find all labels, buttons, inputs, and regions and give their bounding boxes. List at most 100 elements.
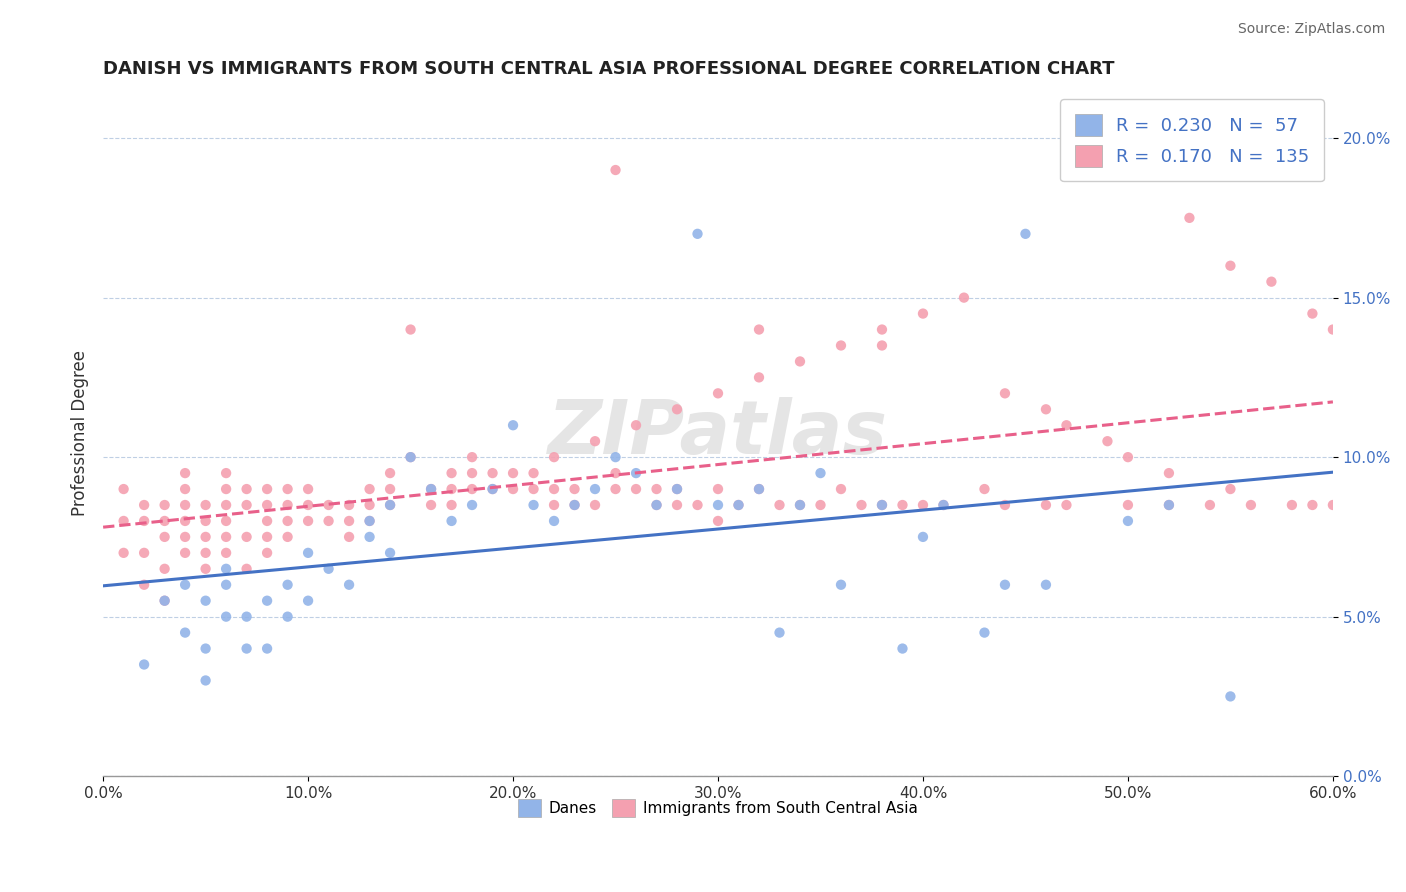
Point [153,593,176,607]
Point [194,673,217,688]
Point [789,354,811,368]
Point [174,466,197,480]
Point [994,578,1017,592]
Point [256,530,278,544]
Point [235,482,257,496]
Point [461,482,484,496]
Point [297,514,319,528]
Text: Source: ZipAtlas.com: Source: ZipAtlas.com [1237,22,1385,37]
Point [359,514,381,528]
Point [666,482,689,496]
Point [318,562,340,576]
Point [153,530,176,544]
Point [994,498,1017,512]
Point [830,482,852,496]
Point [215,482,238,496]
Point [215,514,238,528]
Point [215,609,238,624]
Point [583,498,606,512]
Point [297,482,319,496]
Point [707,386,730,401]
Point [522,482,544,496]
Point [1219,690,1241,704]
Point [194,546,217,560]
Point [645,498,668,512]
Point [810,466,832,480]
Point [748,482,770,496]
Point [399,450,422,464]
Point [378,498,401,512]
Point [502,482,524,496]
Point [768,625,790,640]
Point [277,482,299,496]
Point [810,498,832,512]
Point [1301,498,1323,512]
Point [583,482,606,496]
Point [378,546,401,560]
Point [174,546,197,560]
Point [174,482,197,496]
Point [318,498,340,512]
Y-axis label: Professional Degree: Professional Degree [72,351,89,516]
Point [645,498,668,512]
Point [1116,450,1139,464]
Point [235,498,257,512]
Point [543,498,565,512]
Point [605,466,627,480]
Point [277,578,299,592]
Point [666,482,689,496]
Point [1116,514,1139,528]
Point [153,562,176,576]
Point [420,482,443,496]
Point [1157,498,1180,512]
Point [891,641,914,656]
Point [830,578,852,592]
Point [359,530,381,544]
Point [564,498,586,512]
Point [194,498,217,512]
Point [932,498,955,512]
Point [194,514,217,528]
Point [789,498,811,512]
Point [153,498,176,512]
Point [564,482,586,496]
Point [277,498,299,512]
Point [686,498,709,512]
Point [789,498,811,512]
Point [297,593,319,607]
Point [870,322,893,336]
Point [666,402,689,417]
Point [748,370,770,384]
Point [297,498,319,512]
Point [1035,578,1057,592]
Point [624,418,647,433]
Point [318,514,340,528]
Point [134,578,156,592]
Point [1014,227,1036,241]
Point [1056,498,1078,512]
Point [174,625,197,640]
Point [748,322,770,336]
Point [522,498,544,512]
Point [891,498,914,512]
Point [707,482,730,496]
Point [174,514,197,528]
Point [134,546,156,560]
Point [1199,498,1222,512]
Point [870,498,893,512]
Point [112,482,135,496]
Point [1056,418,1078,433]
Point [297,546,319,560]
Point [256,482,278,496]
Point [973,625,995,640]
Point [235,641,257,656]
Point [256,593,278,607]
Point [911,307,934,321]
Point [502,418,524,433]
Point [727,498,749,512]
Point [215,498,238,512]
Point [686,227,709,241]
Point [768,498,790,512]
Point [953,291,976,305]
Point [194,530,217,544]
